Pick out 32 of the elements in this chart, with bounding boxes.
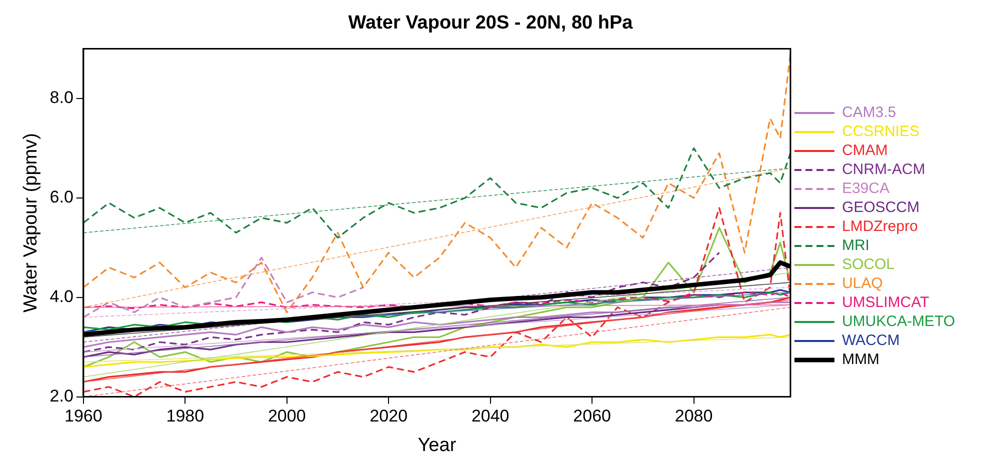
y-tick-label: 8.0 [50,88,74,108]
x-tick-label: 2080 [674,406,713,426]
legend-label: MRI [842,237,870,254]
y-tick-label: 6.0 [50,188,74,207]
x-axis-title: Year [418,434,457,456]
line-series [83,252,720,353]
legend-label: ULAQ [842,275,883,292]
legend-label: SOCOL [842,256,894,274]
x-tick-label: 1980 [166,406,204,426]
legend-label: CCSRNIES [842,123,920,140]
y-axis-title: Water Vapour (ppmv) [20,133,42,313]
legend-label: UMSLIMCAT [842,294,930,312]
legend-label: WACCM [842,332,900,350]
line-series [83,147,790,239]
x-tick-label: 2000 [268,406,306,426]
legend-label: MMM [842,351,880,368]
legend-label: LMDZrepro [842,218,918,236]
y-tick-label: 2.0 [50,386,74,406]
legend-label: CAM3.5 [842,104,896,122]
x-tick-label: 2020 [370,406,408,426]
legend-label: E39CA [842,180,890,198]
line-series [83,256,364,318]
legend-label: UMUKCA-METO [842,313,956,330]
x-tick-label: 2040 [471,406,510,426]
legend-label: GEOSCCM [842,199,920,216]
legend-label: CNRM-ACM [842,161,926,178]
chart-title: Water Vapour 20S - 20N, 80 hPa [348,12,634,34]
legend-label: CMAM [842,142,888,160]
x-tick-label: 2060 [573,406,611,426]
x-tick-label: 1960 [64,406,102,426]
line-series [83,292,790,310]
y-tick-label: 4.0 [50,287,74,306]
